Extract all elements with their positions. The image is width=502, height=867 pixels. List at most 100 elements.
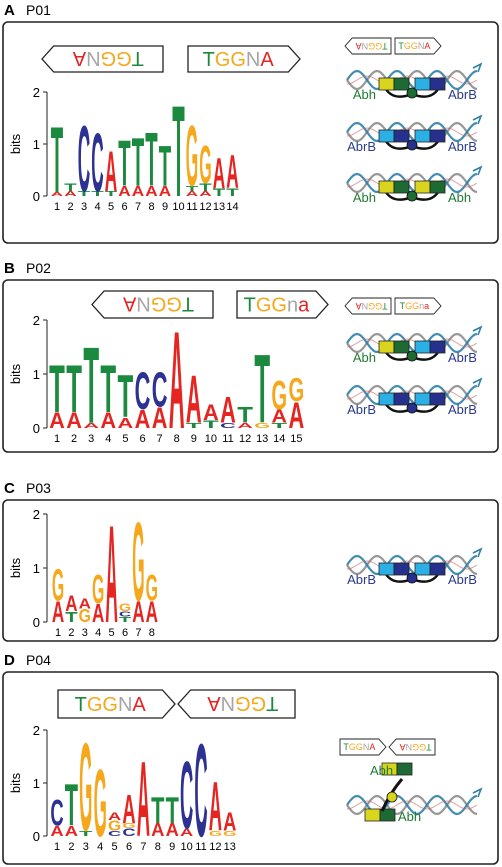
protein-knob	[406, 572, 418, 584]
motif-letter: G	[356, 742, 363, 752]
protein-box	[414, 77, 431, 91]
motif-letter: A	[207, 692, 221, 714]
position-label: 1	[54, 201, 60, 213]
logo-letter: A	[92, 599, 104, 628]
dna-strand	[346, 75, 478, 85]
logo-letter: C	[194, 716, 207, 864]
position-label: 1	[55, 627, 61, 639]
logo-letter: A	[159, 183, 171, 199]
position-label: 7	[135, 201, 141, 213]
position-label: 7	[135, 627, 141, 639]
protein-box	[393, 392, 410, 406]
protein-box	[429, 392, 446, 406]
y-tick-label: 1	[33, 137, 40, 152]
protein-box	[429, 180, 446, 194]
dna-strand	[346, 560, 478, 570]
logo-letter: T	[172, 78, 184, 224]
logo-letter: A	[151, 820, 164, 840]
dna-strand	[346, 178, 478, 188]
motif-text: TGGNA	[203, 49, 275, 71]
motif-text: TGGNA	[400, 742, 432, 752]
logo-letter: T	[199, 181, 211, 193]
logo-letter: G	[271, 372, 287, 418]
motif-arrow-box	[57, 689, 176, 719]
position-label: 7	[157, 433, 163, 445]
protein-label: Abh	[398, 809, 421, 824]
position-label: 6	[121, 201, 127, 213]
motif-letter: T	[182, 292, 194, 314]
motif-arrow-box	[388, 738, 436, 756]
motif-letter: A	[72, 47, 86, 69]
logo-letter: T	[151, 790, 164, 831]
panel-letter: D	[4, 652, 15, 669]
panel-title: P02	[26, 260, 51, 276]
logo-letter: C	[180, 741, 193, 849]
protein-label: Abh	[353, 190, 376, 205]
logo-letter: T	[237, 402, 253, 427]
motif-text: TGGNA	[75, 694, 147, 716]
logo-letter: C	[135, 362, 151, 421]
y-axis-label: bits	[8, 363, 23, 384]
logo-letter: A	[166, 820, 179, 840]
motif-letter: G	[349, 742, 356, 752]
motif-letter: T	[132, 47, 144, 69]
y-tick-label: 2	[33, 85, 40, 100]
logo-letter: A	[271, 406, 287, 427]
motif-letter: G	[404, 41, 411, 51]
protein-knob	[406, 87, 418, 99]
logo-letter: A	[132, 595, 144, 629]
logo-letter: A	[186, 190, 198, 198]
panel-frame	[2, 279, 499, 453]
logo-letter: A	[152, 401, 168, 435]
motif-letter: G	[411, 41, 418, 51]
panel-frame	[2, 671, 499, 865]
protein-label: Abh	[370, 763, 393, 778]
dna-arrow	[472, 547, 483, 558]
protein-knob	[406, 402, 418, 414]
protein-label: AbrB	[448, 572, 477, 587]
motif-letter: n	[287, 295, 298, 317]
logo-letter: T	[254, 335, 270, 444]
motif-letter: G	[419, 742, 426, 752]
protein-box	[429, 562, 446, 576]
position-label: 14	[226, 201, 238, 213]
logo-letter: G	[146, 567, 158, 609]
motif-text: TGGNA	[343, 742, 375, 752]
protein-box	[429, 77, 446, 91]
protein-box	[378, 77, 395, 91]
dna-strand	[346, 794, 478, 816]
protein-box	[378, 562, 395, 576]
logo-letter: T	[159, 134, 171, 198]
protein-box	[364, 808, 381, 822]
motif-letter: G	[101, 47, 117, 69]
logo-letter: T	[83, 325, 99, 447]
position-label: 6	[139, 433, 145, 445]
protein-box	[429, 340, 446, 354]
logo-letter: T	[186, 421, 202, 429]
logo-letter: C	[50, 792, 63, 833]
motif-text: TGGNA	[356, 41, 388, 51]
motif-letter: T	[266, 692, 278, 714]
motif-arrow-box	[344, 37, 392, 55]
dna-strand	[346, 69, 478, 91]
protein-box	[393, 340, 410, 354]
logo-letter: T	[203, 418, 219, 430]
motif-letter: A	[132, 694, 146, 716]
dna-strand	[346, 554, 478, 576]
logo-letter: T	[145, 117, 157, 202]
y-tick-label: 1	[33, 561, 40, 576]
motif-arrow-box	[394, 37, 442, 55]
y-axis-label: bits	[8, 772, 23, 793]
motif-letter: G	[230, 49, 246, 71]
protein-label: AbrB	[347, 572, 376, 587]
position-label: 14	[273, 433, 285, 445]
protein-box	[378, 129, 395, 143]
logo-letter: G	[52, 560, 64, 610]
y-tick-label: 1	[33, 367, 40, 382]
dna-strand	[346, 172, 478, 194]
position-label: 8	[148, 201, 154, 213]
dna-arrow	[472, 325, 483, 336]
logo-letter: T	[66, 352, 82, 427]
protein-label: AbrB	[448, 139, 477, 154]
motif-letter: T	[75, 694, 87, 716]
